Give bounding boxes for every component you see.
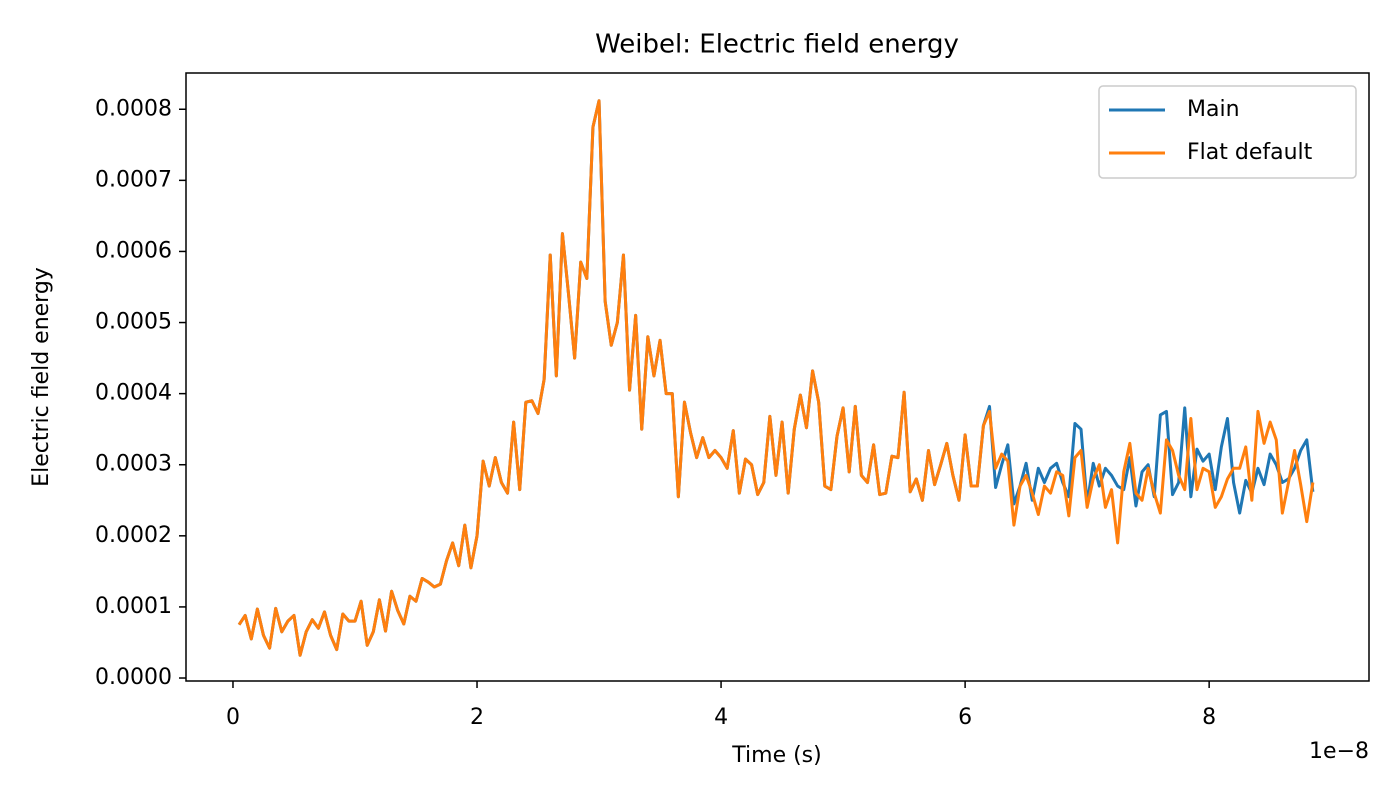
series-line [237, 99, 1315, 657]
y-axis-label: Electric field energy [29, 267, 54, 487]
y-tick-label: 0.0006 [95, 238, 172, 263]
y-tick-label: 0.0001 [95, 594, 172, 619]
y-tick-label: 0.0008 [95, 96, 172, 121]
y-tick-label: 0.0005 [95, 310, 172, 335]
x-offset-label: 1e−8 [1309, 739, 1369, 764]
y-tick-label: 0.0000 [95, 665, 172, 690]
legend-label: Flat default [1187, 140, 1313, 165]
legend-label: Main [1187, 97, 1240, 122]
plot-frame [185, 72, 1370, 682]
y-tick-label: 0.0007 [95, 167, 172, 192]
x-tick-label: 6 [958, 705, 972, 730]
y-tick-label: 0.0003 [95, 452, 172, 477]
x-tick-label: 2 [470, 705, 484, 730]
y-tick-label: 0.0004 [95, 381, 172, 406]
x-tick-label: 8 [1202, 705, 1216, 730]
legend: Main Flat default [1098, 85, 1357, 179]
x-axis-label: Time (s) [731, 743, 821, 768]
chart-title: Weibel: Electric field energy [595, 30, 959, 60]
x-tick-label: 4 [714, 705, 728, 730]
y-tick-label: 0.0002 [95, 523, 172, 548]
x-tick-label: 0 [226, 705, 240, 730]
